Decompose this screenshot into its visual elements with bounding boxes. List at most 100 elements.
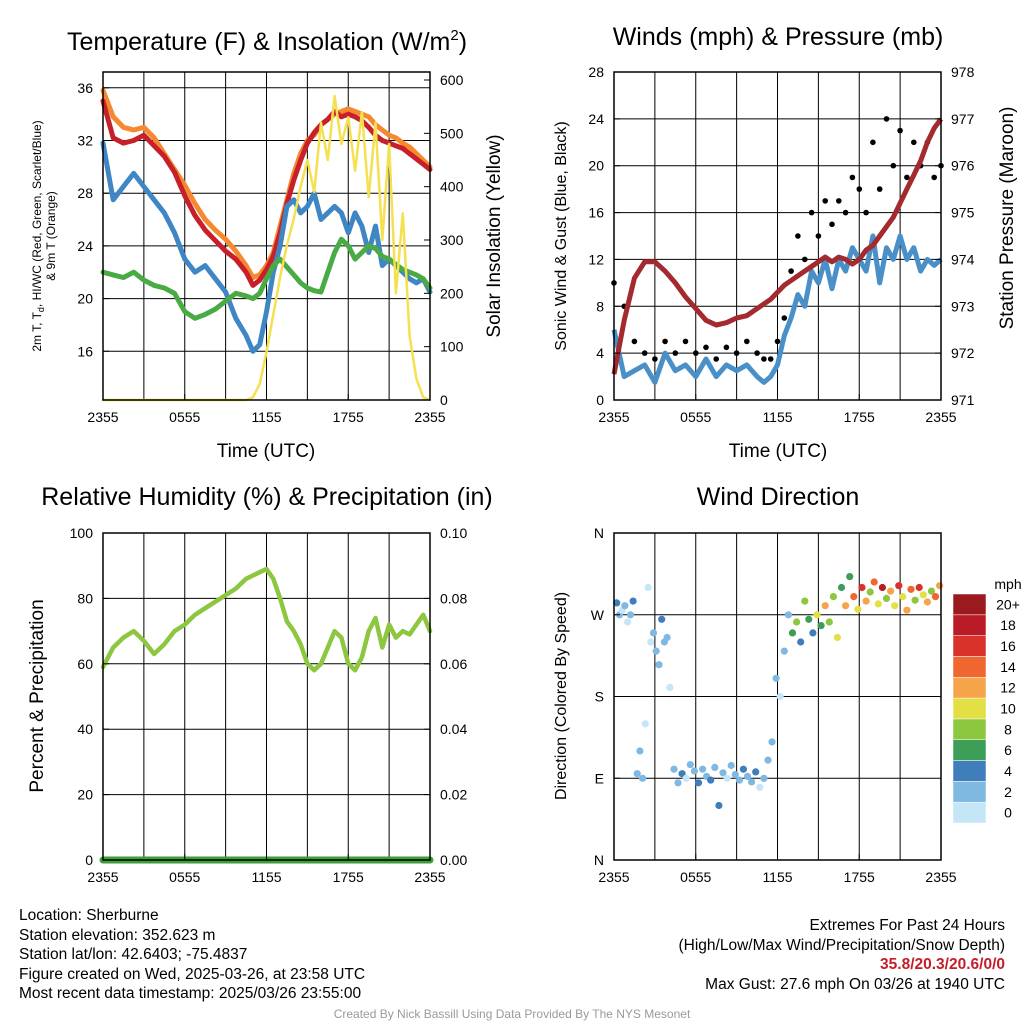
gust-point: [733, 350, 740, 356]
gust-point: [767, 356, 774, 362]
right-y-tick-label: 976: [951, 158, 975, 174]
direction-point: [633, 770, 641, 778]
direction-point: [670, 765, 678, 773]
direction-point: [686, 761, 694, 769]
gust-point: [904, 174, 910, 181]
gust-point: [897, 127, 903, 134]
x-tick-label: 0555: [680, 409, 711, 425]
gust-point: [856, 186, 863, 192]
direction-point: [919, 591, 927, 599]
direction-point: [707, 776, 715, 784]
temperature-title: Temperature (F) & Insolation (W/m2): [67, 27, 467, 56]
legend-label: 16: [1000, 638, 1016, 654]
y-tick-label: 20: [77, 291, 93, 307]
y-tick-label: 60: [77, 656, 93, 672]
direction-point: [850, 593, 858, 601]
direction-point: [878, 583, 887, 592]
direction-point: [858, 583, 866, 592]
x-tick-label: 1755: [333, 869, 364, 885]
direction-point: [805, 615, 813, 623]
gust-point: [713, 356, 719, 362]
legend-label: 6: [1004, 742, 1012, 758]
x-tick-label: 2355: [925, 409, 956, 425]
gust-point: [744, 338, 750, 345]
x-tick-label: 1755: [333, 409, 364, 425]
direction-point: [743, 772, 752, 781]
series-line-wind-chill: [100, 140, 433, 354]
direction-point: [862, 597, 870, 605]
direction-point: [752, 768, 760, 776]
direction-point: [936, 582, 944, 590]
winds-series: [611, 116, 944, 385]
legend-label: 20+: [996, 596, 1020, 612]
right-y-tick-label: 974: [951, 251, 975, 267]
legend-color-box: [952, 614, 987, 636]
y-tick-label: 80: [77, 590, 93, 606]
gust-point: [761, 356, 767, 362]
temperature-xlabel: Time (UTC): [217, 441, 316, 462]
gust-point: [890, 162, 897, 169]
direction-point: [846, 573, 854, 581]
gust-point: [788, 268, 794, 274]
y-tick-label: 24: [588, 111, 604, 127]
station-info: Location: Sherburne Station elevation: 3…: [19, 906, 365, 1004]
direction-point: [931, 593, 940, 601]
series-line-sonic-wind: [611, 233, 943, 385]
y-tick-label: 28: [77, 185, 93, 201]
series-line-station-pressure: [611, 117, 944, 375]
y-tick-label: 0: [85, 852, 93, 868]
gust-point: [822, 198, 828, 204]
gust-point: [808, 209, 815, 216]
legend-label: 18: [1000, 617, 1016, 633]
direction-point: [911, 596, 919, 604]
direction-point: [772, 674, 780, 682]
humidity-title: Relative Humidity (%) & Precipitation (i…: [41, 483, 493, 511]
right-y-tick-label: 100: [440, 339, 464, 355]
gust-point: [883, 116, 890, 122]
y-tick-label: 0: [596, 392, 604, 408]
direction-point: [666, 683, 674, 692]
x-tick-label: 0555: [169, 869, 200, 885]
y-tick-label: 20: [588, 158, 604, 174]
right-y-tick-label: 975: [951, 205, 975, 221]
direction-point: [639, 774, 647, 782]
temperature-ylabel: 2m T, Td, HI/WC (Red, Green, Scarlet/Blu…: [30, 120, 46, 351]
gust-point: [781, 315, 788, 321]
gust-point: [836, 198, 842, 204]
station-location: Location: Sherburne: [19, 907, 159, 924]
y-tick-label: 32: [77, 132, 93, 148]
direction-point: [764, 756, 772, 764]
legend-label: 8: [1004, 721, 1012, 737]
direction-point: [829, 593, 838, 601]
direction-point: [817, 622, 825, 630]
legend-color-box: [952, 697, 987, 720]
gust-point: [863, 209, 869, 216]
wind-direction-points: [613, 573, 944, 810]
station-elevation: Station elevation: 352.623 m: [19, 926, 216, 944]
legend-color-box: [952, 739, 987, 761]
wind-direction-panel: Wind Direction 2355 0555 1155 1755 2355NESWN…: [553, 483, 1022, 885]
legend-color-box: [952, 781, 987, 803]
direction-point: [760, 774, 768, 782]
legend-color-box: [952, 656, 987, 678]
direction-point: [613, 599, 621, 607]
x-tick-label: 1155: [762, 869, 792, 885]
direction-point: [923, 598, 932, 606]
legend-label: 12: [1000, 680, 1016, 696]
gust-point: [703, 344, 709, 351]
direction-point: [784, 611, 793, 619]
right-y-tick-label: 600: [440, 72, 464, 88]
winds-panel: Winds (mph) & Pressure (mb) 2355 0555 1155…: [553, 23, 1018, 462]
gust-point: [672, 350, 679, 356]
direction-point: [903, 606, 911, 614]
direction-point: [837, 583, 846, 592]
direction-point: [842, 602, 850, 610]
y-tick-label: W: [591, 607, 605, 623]
series-line-td: [100, 236, 433, 321]
right-y-tick-label: 200: [440, 285, 464, 301]
winds-grid: [614, 72, 941, 400]
direction-point: [649, 629, 658, 637]
direction-point: [793, 618, 801, 626]
x-tick-label: 2355: [414, 409, 445, 425]
